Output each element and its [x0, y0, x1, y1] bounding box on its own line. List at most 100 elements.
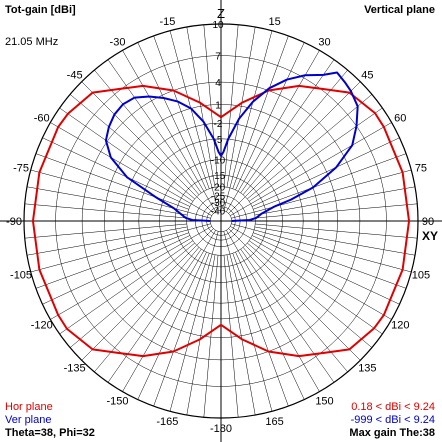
grid-spoke: [59, 107, 194, 202]
grid-spoke: [122, 50, 216, 212]
grid-spoke: [248, 240, 383, 335]
grid-spoke: [24, 223, 187, 239]
ring-label: 4: [215, 78, 221, 89]
grid-spoke: [255, 203, 418, 219]
grid-spoke: [169, 231, 219, 412]
ring-label: -10: [211, 156, 226, 167]
angle-label: 45: [361, 70, 373, 82]
angle-label: -30: [110, 37, 126, 49]
grid-spoke: [153, 35, 210, 189]
grid-spoke: [122, 230, 216, 392]
plane-label: Vertical plane: [364, 4, 435, 16]
angle-label: -90: [6, 216, 22, 228]
grid-spoke: [42, 137, 191, 207]
angle-label: 15: [268, 16, 280, 28]
grid-spoke: [223, 255, 239, 418]
grid-spoke: [35, 153, 189, 210]
angle-label: 90: [422, 216, 434, 228]
grid-spoke: [228, 228, 361, 361]
grid-spoke: [94, 247, 200, 373]
grid-spoke: [26, 186, 188, 216]
grid-spoke: [223, 24, 239, 187]
grid-spoke: [226, 50, 320, 212]
grid-spoke: [228, 81, 361, 214]
ring-label: -40: [211, 206, 226, 217]
series-line-hor-plane: [31, 84, 411, 358]
hor-range: 0.18 < dBi < 9.24: [351, 401, 435, 413]
xy-axis-label: XY: [422, 229, 438, 243]
grid-spoke: [247, 94, 373, 200]
grid-spoke: [247, 242, 373, 348]
angle-label: 105: [412, 270, 430, 282]
angle-label: -15: [159, 16, 175, 28]
legend-ver-plane: Ver plane: [5, 414, 52, 426]
grid-spoke: [94, 69, 200, 195]
angle-label: -165: [156, 416, 178, 428]
grid-spoke: [242, 247, 348, 373]
grid-spoke: [81, 228, 214, 361]
cursor-readout: Theta=38, Phi=32: [5, 427, 95, 439]
ring-label: -5: [214, 135, 223, 146]
grid-spoke: [232, 35, 289, 189]
frequency-label: 21.05 MHz: [5, 36, 59, 48]
grid-spoke: [223, 30, 273, 211]
legend-hor-plane: Hor plane: [5, 401, 53, 413]
grid-spoke: [230, 122, 392, 216]
grid-spoke: [30, 223, 211, 273]
grid-spoke: [231, 169, 412, 219]
ring-label: -2: [214, 119, 223, 130]
grid-spoke: [137, 251, 207, 400]
grid-spoke: [153, 253, 210, 407]
max-gain-readout: Max gain The:38: [349, 427, 435, 439]
angle-label: 150: [315, 395, 333, 407]
grid-spoke: [226, 26, 256, 188]
grid-spoke: [251, 137, 400, 207]
grid-spoke: [169, 30, 219, 211]
ring-label: -20: [211, 183, 226, 194]
grid-spoke: [107, 248, 202, 383]
grid-spoke: [107, 59, 202, 194]
grid-spoke: [50, 226, 212, 320]
ring-label: -30: [211, 198, 226, 209]
grid-spoke: [253, 153, 407, 210]
angle-label: -75: [13, 162, 29, 174]
series-layer: [31, 71, 411, 358]
grid-spoke: [240, 59, 335, 194]
angle-label: Z: [217, 6, 225, 21]
grid-spoke: [242, 69, 348, 195]
grid-spoke: [26, 226, 188, 256]
grid-spoke: [253, 232, 407, 289]
chart-title: Tot-gain [dBi]: [5, 4, 76, 16]
grid-spoke: [30, 169, 211, 219]
grid-spoke: [81, 81, 214, 214]
angle-label: -105: [10, 270, 32, 282]
grid-spoke: [137, 42, 207, 191]
angle-label: 165: [265, 416, 283, 428]
angle-label: 30: [318, 37, 330, 49]
grid-spoke: [226, 254, 256, 416]
angle-label: -120: [31, 320, 53, 332]
angle-label: -135: [64, 362, 86, 374]
grid-spoke: [203, 24, 219, 187]
grid-spoke: [254, 226, 416, 256]
grid-spoke: [59, 240, 194, 335]
grid-spoke: [235, 251, 305, 400]
grid-spoke: [42, 235, 191, 305]
grid-spoke: [186, 254, 216, 416]
grid-spoke: [248, 107, 383, 202]
grid-spoke: [69, 94, 195, 200]
angle-label: -150: [106, 395, 128, 407]
ring-label: 7: [215, 52, 221, 63]
grid-spoke: [230, 226, 392, 320]
grid-spoke: [203, 255, 219, 418]
grid-spoke: [226, 230, 320, 392]
grid-spoke: [232, 253, 289, 407]
series-line-ver-plane: [104, 71, 359, 222]
grid-spoke: [223, 231, 273, 412]
grid-spoke: [235, 42, 305, 191]
angle-label: 60: [394, 113, 406, 125]
ring-label: -15: [211, 171, 226, 182]
angle-label: 120: [391, 320, 409, 332]
ring-label: -25: [211, 191, 226, 202]
